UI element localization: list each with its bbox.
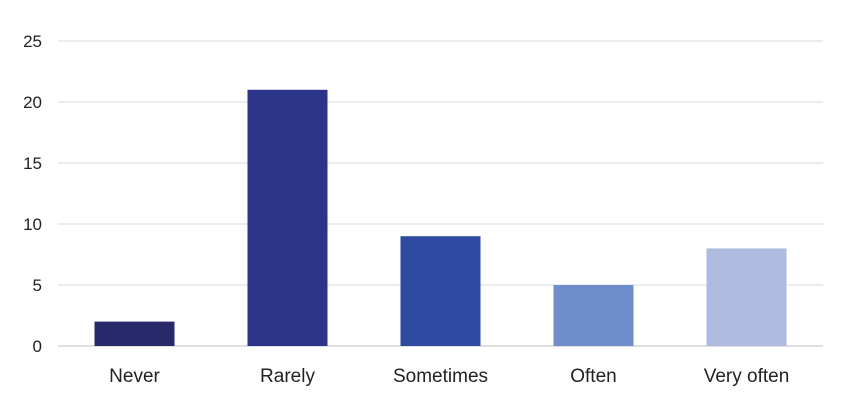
y-axis-tick-labels: 0 5 10 15 20 25	[23, 32, 42, 356]
gridlines	[58, 40, 823, 347]
y-tick-label: 10	[23, 215, 42, 234]
y-tick-label: 15	[23, 154, 42, 173]
x-category-label: Sometimes	[393, 366, 488, 387]
bar-often	[553, 285, 634, 346]
x-category-label: Rarely	[260, 366, 315, 387]
y-tick-label: 20	[23, 93, 42, 112]
bar-never	[94, 321, 175, 346]
bar-rarely	[247, 89, 328, 347]
x-category-label: Often	[570, 366, 616, 387]
x-axis-category-labels: Never Rarely Sometimes Often Very often	[109, 366, 789, 387]
bars	[94, 89, 787, 347]
x-category-label: Very often	[704, 366, 790, 387]
y-tick-label: 5	[33, 276, 42, 295]
bar-very-often	[706, 248, 787, 346]
y-tick-label: 0	[33, 337, 42, 356]
y-tick-label: 25	[23, 32, 42, 51]
bar-sometimes	[400, 236, 481, 346]
x-category-label: Never	[109, 366, 160, 387]
